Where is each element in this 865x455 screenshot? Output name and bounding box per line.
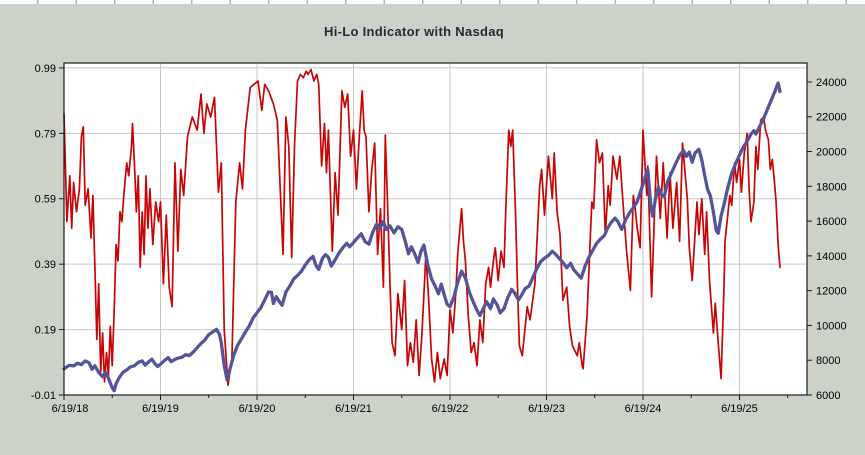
- right-axis-tick-label: 10000: [816, 320, 847, 332]
- x-axis-tick-label: 6/19/22: [432, 403, 469, 415]
- x-axis-tick-label: 6/19/20: [239, 403, 276, 415]
- left-axis-tick-label: -0.01: [31, 390, 56, 402]
- series-line-hi-lo-indicator: [63, 68, 781, 387]
- plot-area: [64, 63, 807, 395]
- right-axis-tick-label: 12000: [816, 286, 847, 298]
- right-axis-tick-label: 22000: [816, 112, 847, 124]
- plot-frame: [63, 62, 808, 396]
- right-axis-tick-label: 20000: [816, 147, 847, 159]
- left-axis-tick-label: 0.39: [35, 259, 56, 271]
- right-axis-tick-label: 24000: [816, 77, 847, 89]
- x-axis-tick-label: 6/19/18: [52, 403, 89, 415]
- left-axis-tick-label: 0.79: [35, 128, 56, 140]
- x-axis-tick-label: 6/19/21: [335, 403, 372, 415]
- left-axis-tick-label: 0.59: [35, 194, 56, 206]
- series-line-nasdaq: [62, 81, 782, 393]
- x-axis-tick-label: 6/19/19: [142, 403, 179, 415]
- right-axis-tick-label: 6000: [816, 390, 840, 402]
- left-axis-tick-label: 0.19: [35, 325, 56, 337]
- right-axis-tick-label: 14000: [816, 251, 847, 263]
- right-axis-tick-label: 16000: [816, 216, 847, 228]
- spreadsheet-edge-strip: [0, 0, 865, 4]
- right-axis-tick-label: 8000: [816, 355, 840, 367]
- x-axis-tick-label: 6/19/23: [528, 403, 565, 415]
- left-axis-tick-label: 0.99: [35, 63, 56, 75]
- x-axis-tick-label: 6/19/24: [625, 403, 662, 415]
- right-axis-tick-label: 18000: [816, 181, 847, 193]
- x-axis-tick-label: 6/19/25: [721, 403, 758, 415]
- chart-title: Hi-Lo Indicator with Nasdaq: [324, 24, 504, 39]
